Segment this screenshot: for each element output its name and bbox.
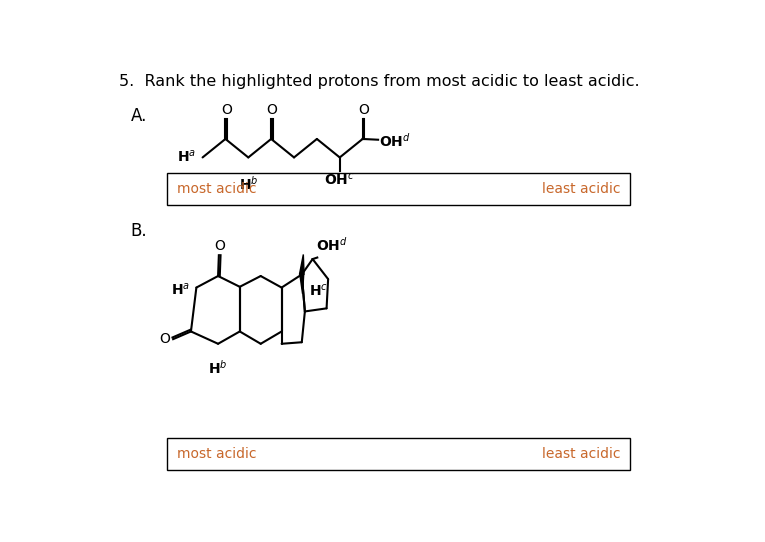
Text: most acidic: most acidic (177, 447, 256, 461)
Text: O: O (358, 102, 369, 117)
Bar (167, 438, 630, 470)
Text: A.: A. (131, 107, 147, 125)
Text: H$^a$: H$^a$ (177, 149, 196, 165)
Text: O: O (221, 102, 232, 117)
Text: OH$^c$: OH$^c$ (324, 172, 355, 188)
Polygon shape (300, 274, 304, 294)
Text: B.: B. (131, 222, 147, 240)
Text: OH$^d$: OH$^d$ (379, 132, 411, 150)
Text: least acidic: least acidic (542, 182, 620, 196)
Text: most acidic: most acidic (177, 182, 256, 196)
Bar (167, 173, 630, 205)
Text: H$^a$: H$^a$ (171, 282, 190, 298)
Text: O: O (159, 332, 170, 346)
Text: H$^b$: H$^b$ (239, 175, 258, 192)
Text: O: O (214, 239, 225, 253)
Text: H$^b$: H$^b$ (208, 358, 228, 376)
Text: H$^c$: H$^c$ (309, 282, 327, 299)
Text: OH$^d$: OH$^d$ (316, 236, 347, 254)
Text: O: O (266, 102, 278, 117)
Text: least acidic: least acidic (542, 447, 620, 461)
Polygon shape (299, 254, 304, 274)
Text: 5.  Rank the highlighted protons from most acidic to least acidic.: 5. Rank the highlighted protons from mos… (119, 74, 640, 89)
